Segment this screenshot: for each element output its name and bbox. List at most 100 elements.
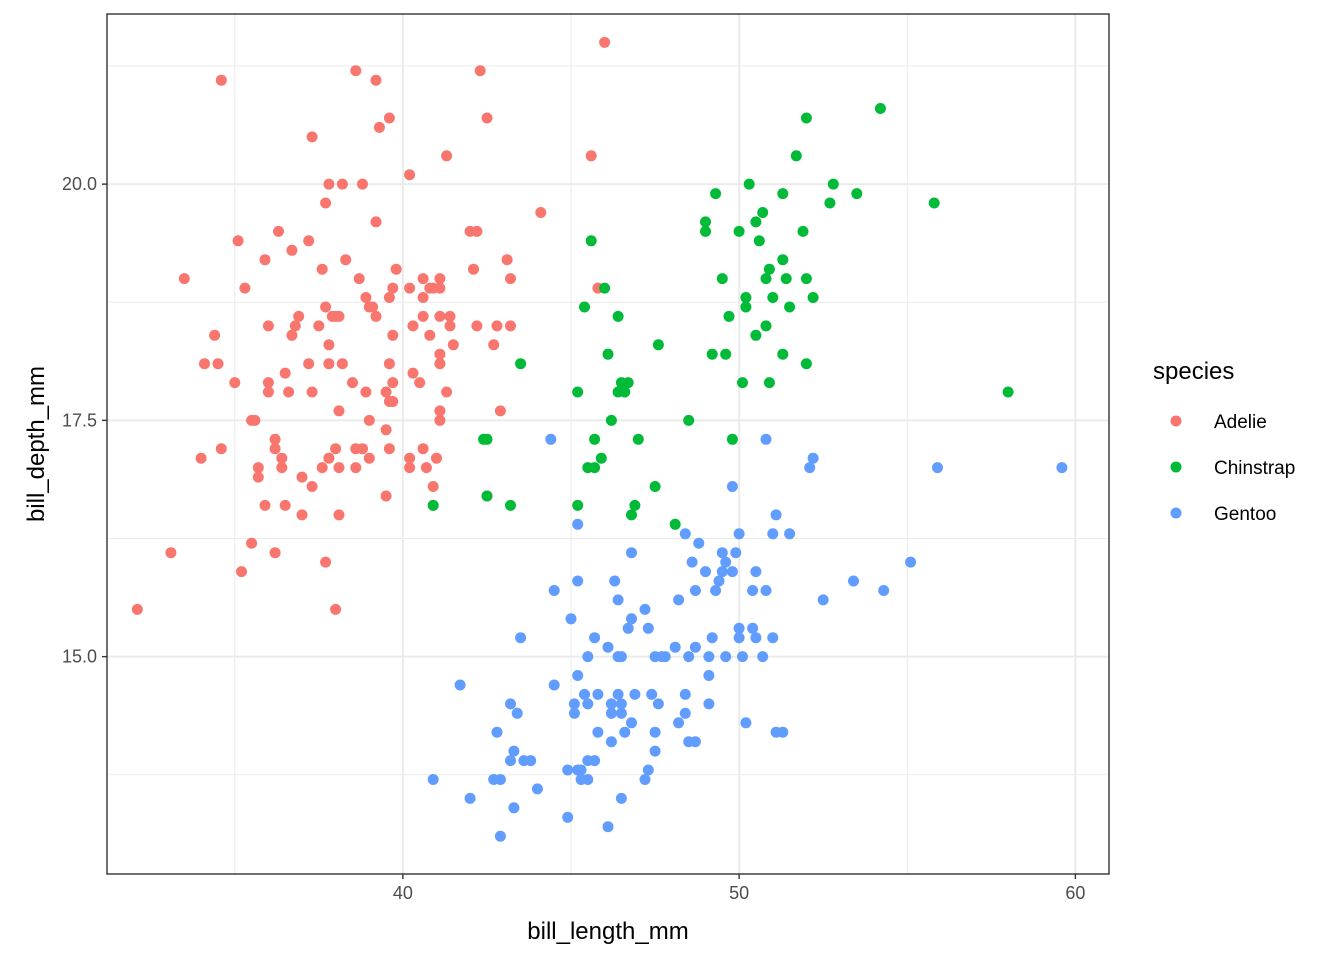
data-point-adelie <box>434 358 446 370</box>
data-point-gentoo <box>589 632 601 644</box>
data-point-gentoo <box>747 622 759 634</box>
data-point-gentoo <box>848 575 859 587</box>
data-point-adelie <box>357 178 368 190</box>
data-point-adelie <box>269 433 281 445</box>
data-point-adelie <box>404 462 416 474</box>
legend: species Adelie Chinstrap Gentoo <box>1153 358 1295 525</box>
data-point-chinstrap <box>720 348 732 360</box>
data-point-gentoo <box>726 481 738 492</box>
data-point-chinstrap <box>619 386 631 398</box>
data-point-chinstrap <box>605 414 617 426</box>
data-point-gentoo <box>679 707 691 719</box>
data-point-adelie <box>293 310 305 322</box>
data-point-adelie <box>501 254 513 266</box>
data-point-adelie <box>380 424 392 436</box>
data-point-adelie <box>296 509 308 521</box>
data-point-gentoo <box>562 811 574 823</box>
data-point-adelie <box>387 282 399 294</box>
data-point-gentoo <box>605 707 617 719</box>
data-point-adelie <box>505 320 516 332</box>
data-point-adelie <box>323 358 335 370</box>
data-point-gentoo <box>505 698 516 710</box>
data-point-gentoo <box>602 641 614 653</box>
data-point-gentoo <box>582 774 594 785</box>
data-point-gentoo <box>548 679 560 691</box>
data-point-adelie <box>306 386 318 398</box>
data-point-adelie <box>333 310 345 322</box>
data-point-chinstrap <box>700 225 711 237</box>
data-point-adelie <box>390 263 402 275</box>
data-point-adelie <box>333 405 345 417</box>
data-point-gentoo <box>568 707 580 719</box>
data-point-adelie <box>407 320 419 332</box>
data-point-gentoo <box>602 821 614 833</box>
data-point-chinstrap <box>851 188 863 200</box>
data-point-chinstrap <box>632 433 644 445</box>
data-point-gentoo <box>572 670 584 681</box>
data-point-gentoo <box>726 566 738 578</box>
data-point-gentoo <box>673 594 685 606</box>
data-point-adelie <box>441 386 453 398</box>
data-point-gentoo <box>454 679 466 691</box>
data-point-gentoo <box>642 622 654 634</box>
data-point-adelie <box>232 235 244 247</box>
data-point-gentoo <box>703 651 715 663</box>
data-point-gentoo <box>619 726 631 738</box>
data-point-gentoo <box>508 745 520 757</box>
data-point-chinstrap <box>740 301 752 313</box>
data-point-gentoo <box>767 528 779 540</box>
data-point-gentoo <box>757 651 769 663</box>
data-point-adelie <box>383 443 395 455</box>
data-point-gentoo <box>649 745 661 757</box>
data-point-chinstrap <box>595 452 607 464</box>
data-point-adelie <box>417 443 429 455</box>
y-axis-ticks: 15.0 17.5 20.0 <box>62 174 107 667</box>
data-point-gentoo <box>689 585 701 596</box>
data-point-adelie <box>380 490 392 502</box>
data-point-adelie <box>434 414 446 426</box>
data-point-chinstrap <box>626 509 637 521</box>
legend-key-adelie <box>1170 415 1182 427</box>
data-point-adelie <box>306 131 318 143</box>
data-point-gentoo <box>932 462 943 474</box>
data-point-adelie <box>387 329 399 341</box>
data-point-adelie <box>336 358 348 370</box>
data-point-gentoo <box>733 622 745 634</box>
data-points <box>131 36 1068 842</box>
data-point-gentoo <box>615 707 627 719</box>
data-point-adelie <box>165 547 177 559</box>
legend-label-adelie: Adelie <box>1214 412 1267 433</box>
data-point-adelie <box>380 386 392 398</box>
data-point-chinstrap <box>763 377 775 389</box>
data-point-gentoo <box>703 670 715 681</box>
data-point-gentoo <box>525 755 537 767</box>
data-point-chinstrap <box>622 377 634 389</box>
data-point-chinstrap <box>740 292 752 303</box>
data-point-chinstrap <box>800 112 812 124</box>
data-point-adelie <box>474 65 486 77</box>
data-point-gentoo <box>639 774 651 785</box>
data-point-chinstrap <box>800 358 812 370</box>
data-point-adelie <box>336 178 348 190</box>
data-point-gentoo <box>572 575 584 587</box>
data-point-chinstrap <box>800 273 812 285</box>
data-point-adelie <box>373 121 385 133</box>
data-point-chinstrap <box>726 433 738 445</box>
data-point-adelie <box>417 273 429 285</box>
data-point-chinstrap <box>481 490 493 502</box>
data-point-adelie <box>289 320 301 332</box>
data-point-gentoo <box>807 452 819 464</box>
data-point-adelie <box>383 292 395 303</box>
data-point-adelie <box>431 452 442 464</box>
data-point-gentoo <box>689 736 701 748</box>
data-point-adelie <box>323 339 335 351</box>
data-point-gentoo <box>582 698 594 710</box>
data-point-adelie <box>195 452 207 464</box>
data-point-adelie <box>434 348 446 360</box>
data-point-adelie <box>273 225 284 237</box>
data-point-gentoo <box>703 698 715 710</box>
data-point-adelie <box>286 244 298 256</box>
data-point-adelie <box>252 471 264 483</box>
data-point-chinstrap <box>760 320 772 332</box>
